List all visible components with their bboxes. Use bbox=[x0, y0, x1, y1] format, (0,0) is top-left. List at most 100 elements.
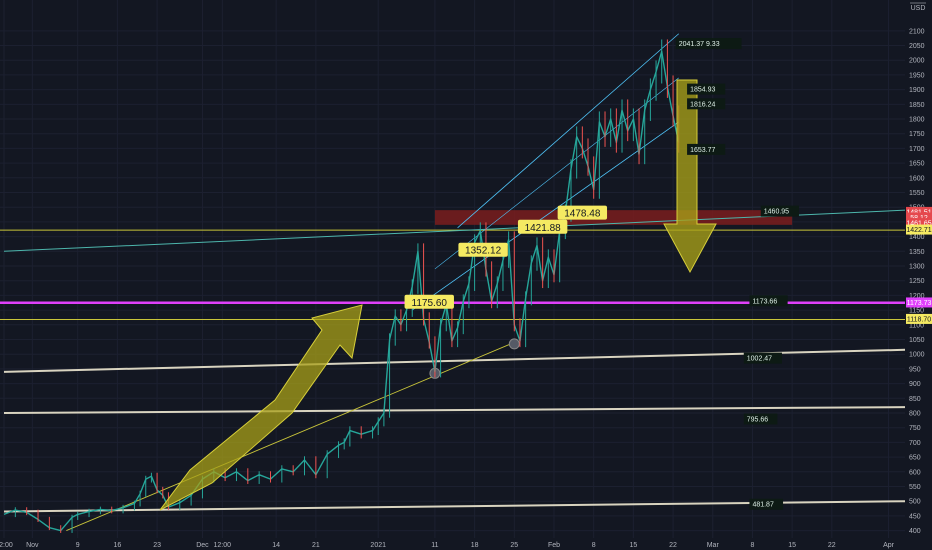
level-label: 1854.93 bbox=[690, 87, 715, 94]
channel-lower bbox=[412, 121, 679, 311]
price-axis[interactable]: USD 400 450 500 550 600 650 700 750 800 850 900 950 1… bbox=[905, 0, 932, 550]
x-tick-label: Dec bbox=[196, 542, 209, 549]
y-tick-label: 1700 bbox=[909, 146, 925, 153]
trendline-teal bbox=[3, 209, 906, 252]
y-tick-label: 600 bbox=[909, 469, 921, 476]
price-tag: 1118.70 bbox=[907, 316, 931, 323]
trendline-yellow bbox=[66, 342, 515, 532]
x-tick-label: 21 bbox=[312, 542, 320, 549]
x-tick-label: 8 bbox=[750, 542, 754, 549]
price-axis-bg bbox=[905, 0, 932, 550]
y-tick-label: 1200 bbox=[909, 293, 925, 300]
level-label-bg bbox=[749, 295, 788, 307]
pivot-circle bbox=[508, 338, 520, 350]
y-tick-label: 1000 bbox=[909, 352, 925, 359]
level-label-bg bbox=[687, 98, 726, 110]
y-tick-label: 650 bbox=[909, 455, 921, 462]
level-label-bg bbox=[687, 143, 726, 155]
level-label: 481.87 bbox=[752, 502, 774, 509]
price-tag: 1422.71 bbox=[906, 227, 931, 234]
price-annotation: 1175.60 bbox=[412, 298, 448, 309]
level-label: 795.66 bbox=[747, 416, 769, 423]
price-series bbox=[3, 39, 680, 533]
level-label: 1002.47 bbox=[747, 356, 772, 363]
level-label-bg bbox=[743, 413, 778, 425]
x-tick-label: 18 bbox=[471, 542, 479, 549]
time-axis-bg bbox=[0, 538, 932, 550]
level-label: 1816.24 bbox=[690, 101, 715, 108]
x-tick-label: 12:00 bbox=[0, 542, 13, 549]
price-line bbox=[3, 50, 680, 532]
y-tick-label: 900 bbox=[909, 381, 921, 388]
y-tick-label: 1750 bbox=[909, 131, 925, 138]
y-tick-label: 450 bbox=[909, 513, 921, 520]
price-tag-bg bbox=[906, 297, 932, 308]
x-tick-label: 16 bbox=[114, 542, 122, 549]
x-tick-label: Nov bbox=[26, 542, 39, 549]
x-tick-label: 25 bbox=[510, 542, 518, 549]
y-tick-label: 1900 bbox=[909, 87, 925, 94]
y-tick-label: 800 bbox=[909, 410, 921, 417]
trend-arrows bbox=[159, 79, 717, 511]
y-tick-label: 1550 bbox=[909, 190, 925, 197]
y-tick-label: 1350 bbox=[909, 249, 925, 256]
x-tick-label: 23 bbox=[153, 542, 161, 549]
y-tick-label: 950 bbox=[909, 366, 921, 373]
y-tick-label: 1250 bbox=[909, 278, 925, 285]
channel-mid bbox=[434, 77, 679, 270]
price-annotation-bg bbox=[458, 242, 508, 257]
x-tick-label: Feb bbox=[548, 542, 560, 549]
currency-label: USD bbox=[911, 5, 926, 12]
y-tick-label: 2000 bbox=[909, 58, 925, 65]
price-tag-bg bbox=[906, 218, 932, 229]
y-tick-label: 1150 bbox=[909, 308, 924, 315]
x-tick-label: 22 bbox=[669, 542, 677, 549]
x-tick-label: 14 bbox=[272, 542, 280, 549]
x-tick-label: 22 bbox=[828, 542, 836, 549]
price-tag: 1173.73 bbox=[907, 300, 932, 307]
y-tick-label: 550 bbox=[909, 484, 921, 491]
price-annotation-bg bbox=[517, 219, 568, 234]
chart-drawings bbox=[0, 33, 906, 532]
y-tick-label: 1400 bbox=[909, 234, 925, 241]
x-tick-label: 8 bbox=[592, 542, 596, 549]
level-label-bg bbox=[675, 38, 742, 50]
x-tick-label: 12:00 bbox=[214, 542, 232, 549]
level-label: 1653.77 bbox=[690, 147, 715, 154]
up-arrow bbox=[159, 304, 363, 511]
price-annotation-bg bbox=[404, 294, 454, 309]
y-tick-label: 1850 bbox=[909, 102, 925, 109]
y-tick-label: 500 bbox=[909, 499, 921, 506]
level-label-bg bbox=[749, 498, 784, 510]
price-annotation: 1478.48 bbox=[564, 209, 601, 220]
level-label-bg bbox=[760, 205, 799, 217]
price-tag-bg bbox=[906, 206, 932, 217]
price-annotation: 1352.12 bbox=[465, 246, 502, 257]
level-label-bg bbox=[687, 83, 726, 95]
channel-upper bbox=[457, 33, 679, 229]
price-annotation: 1421.88 bbox=[525, 223, 562, 234]
price-tag-bg bbox=[906, 224, 932, 235]
y-tick-label: 850 bbox=[909, 396, 921, 403]
x-tick-label: 15 bbox=[629, 542, 637, 549]
level-label-bg bbox=[743, 352, 782, 364]
y-tick-label: 700 bbox=[909, 440, 921, 447]
grid bbox=[0, 0, 905, 538]
y-tick-label: 2050 bbox=[909, 43, 925, 50]
x-tick-label: 11 bbox=[431, 542, 438, 549]
price-tag-bg bbox=[906, 313, 932, 324]
level-label: 2041.37 9.33 bbox=[679, 41, 720, 48]
y-tick-label: 1050 bbox=[909, 337, 925, 344]
price-tag: 1461.65 bbox=[906, 221, 931, 228]
x-tick-label: Mar bbox=[707, 542, 720, 549]
price-tag-bg bbox=[906, 212, 932, 223]
y-tick-label: 750 bbox=[909, 425, 921, 432]
x-tick-label: 9 bbox=[76, 542, 80, 549]
y-tick-label: 400 bbox=[909, 528, 921, 535]
x-tick-label: 2021 bbox=[370, 542, 386, 549]
trendline-white bbox=[3, 406, 906, 414]
time-axis[interactable]: 12:00 Nov 9 16 23 Dec 12:00 14 21 2021 11 18 25 Feb 8 1… bbox=[0, 538, 932, 550]
x-tick-label: Apr bbox=[883, 542, 895, 549]
